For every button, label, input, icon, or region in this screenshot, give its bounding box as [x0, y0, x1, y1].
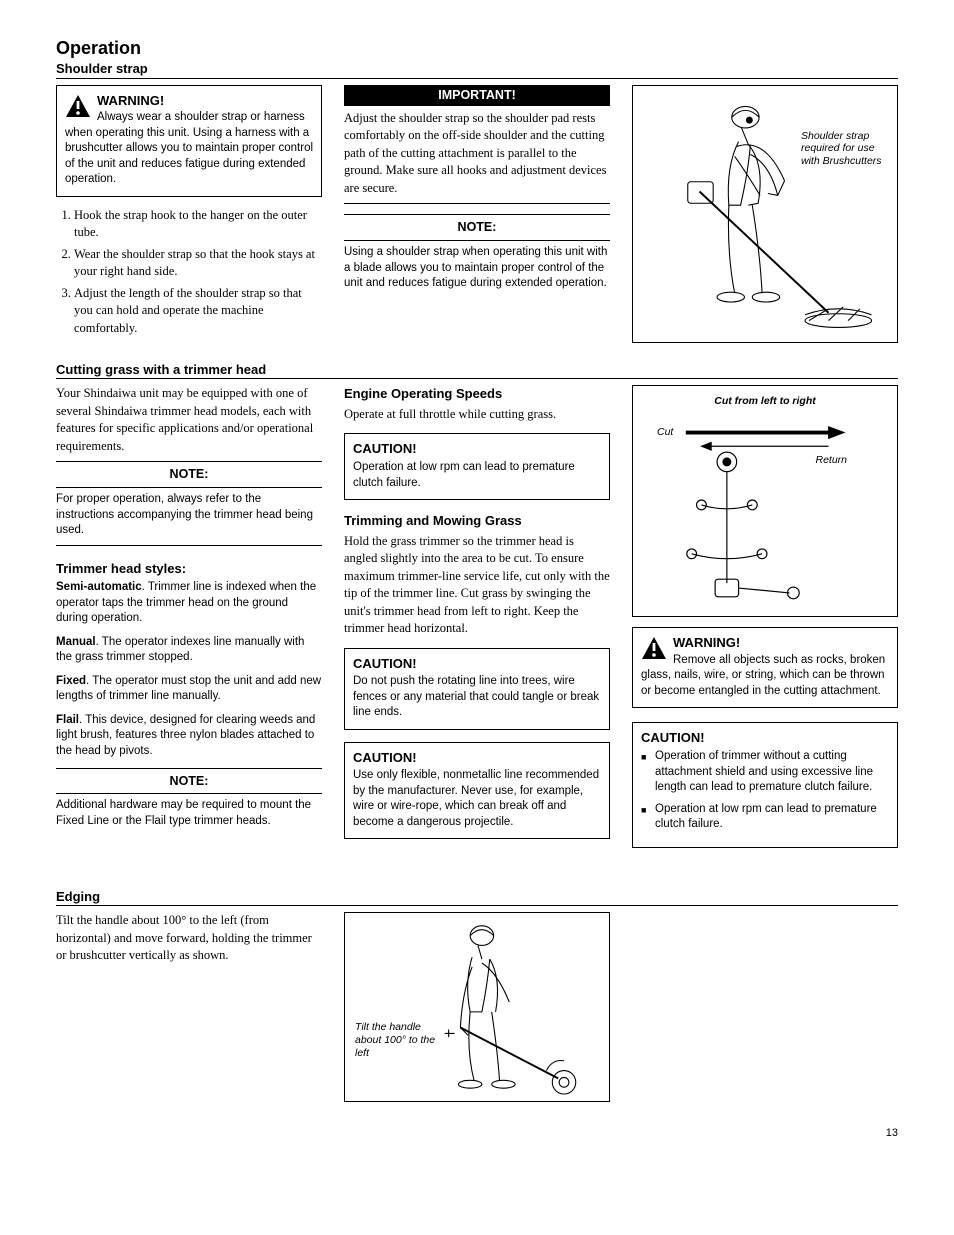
list-item: Operation at low rpm can lead to prematu… — [641, 802, 889, 833]
warning-title: WARNING! — [673, 635, 740, 650]
warning-title: WARNING! — [97, 93, 164, 108]
shoulder-strap-steps: Hook the strap hook to the hanger on the… — [56, 207, 322, 338]
note-body: Using a shoulder strap when operating th… — [344, 245, 610, 292]
figure-caption: Tilt the handle about 100° to the left — [355, 1021, 447, 1059]
warning-body: Remove all objects such as rocks, broken… — [641, 654, 885, 697]
figure-brushcutter-operator: Shoulder strap required for use with Bru… — [632, 85, 898, 343]
caution-title: CAUTION! — [353, 749, 601, 767]
warning-box-remove-objects: WARNING! Remove all objects such as rock… — [632, 627, 898, 708]
caution-body: Operation at low rpm can lead to prematu… — [353, 461, 575, 489]
caution-list: Operation of trimmer without a cutting a… — [641, 749, 889, 833]
note-title: NOTE: — [56, 466, 322, 483]
caution-title: CAUTION! — [641, 729, 889, 747]
trimming-heading: Trimming and Mowing Grass — [344, 512, 610, 530]
edging-illustration — [345, 913, 609, 1101]
caution-body: Do not push the rotating line into trees… — [353, 675, 599, 718]
cutting-intro: Your Shindaiwa unit may be equipped with… — [56, 385, 322, 455]
warning-body: Always wear a shoulder strap or harness … — [65, 111, 313, 185]
style-name: Manual — [56, 636, 96, 648]
cut-direction-illustration — [633, 386, 897, 616]
important-bar: IMPORTANT! — [344, 85, 610, 106]
note-body: Additional hardware may be required to m… — [56, 798, 322, 829]
list-item: Operation of trimmer without a cutting a… — [641, 749, 889, 796]
engine-speeds-body: Operate at full throttle while cutting g… — [344, 406, 610, 424]
list-item: Hook the strap hook to the hanger on the… — [74, 207, 322, 242]
caution-box-flexible-line: CAUTION! Use only flexible, nonmetallic … — [344, 742, 610, 840]
caution-box-trimmer-operation: CAUTION! Operation of trimmer without a … — [632, 722, 898, 847]
caution-title: CAUTION! — [353, 440, 601, 458]
list-item: Adjust the length of the shoulder strap … — [74, 285, 322, 338]
figure-return-label: Return — [815, 454, 847, 467]
figure-cut-direction: Cut from left to right Cut Return — [632, 385, 898, 617]
figure-title: Cut from left to right — [633, 394, 897, 408]
section-edging: Tilt the handle about 100° to the left (… — [56, 912, 898, 1102]
section-cutting-grass-heading: Cutting grass with a trimmer head — [56, 361, 898, 380]
caution-box-low-rpm: CAUTION! Operation at low rpm can lead t… — [344, 433, 610, 500]
caution-title: CAUTION! — [353, 655, 601, 673]
style-name: Flail — [56, 714, 79, 726]
warning-triangle-icon — [641, 636, 667, 660]
brushcutter-operator-illustration — [633, 86, 897, 342]
style-name: Semi-automatic — [56, 581, 142, 593]
figure-edging: Tilt the handle about 100° to the left — [344, 912, 610, 1102]
figure-cut-label: Cut — [657, 426, 673, 439]
style-desc: . The operator must stop the unit and ad… — [56, 675, 321, 703]
style-desc: . This device, designed for clearing wee… — [56, 714, 315, 757]
trimming-body: Hold the grass trimmer so the trimmer he… — [344, 533, 610, 638]
section-edging-heading: Edging — [56, 888, 898, 907]
page-title: Operation — [56, 36, 898, 60]
note-body: For proper operation, always refer to th… — [56, 492, 322, 539]
note-title: NOTE: — [344, 219, 610, 236]
note-title: NOTE: — [56, 773, 322, 790]
section-shoulder-strap: WARNING! Always wear a shoulder strap or… — [56, 85, 898, 343]
section-cutting-grass: Your Shindaiwa unit may be equipped with… — [56, 385, 898, 859]
trimmer-head-styles-heading: Trimmer head styles: — [56, 560, 322, 578]
edging-body: Tilt the handle about 100° to the left (… — [56, 912, 322, 965]
caution-body: Use only flexible, nonmetallic line reco… — [353, 769, 599, 828]
section-shoulder-strap-heading: Shoulder strap — [56, 60, 898, 79]
page-number: 13 — [56, 1126, 898, 1141]
important-body: Adjust the shoulder strap so the shoulde… — [344, 110, 610, 198]
caution-box-rotating-line: CAUTION! Do not push the rotating line i… — [344, 648, 610, 730]
figure-caption: Shoulder strap required for use with Bru… — [801, 130, 887, 168]
style-name: Fixed — [56, 675, 86, 687]
warning-triangle-icon — [65, 94, 91, 118]
engine-speeds-heading: Engine Operating Speeds — [344, 385, 610, 403]
warning-box-shoulder-strap: WARNING! Always wear a shoulder strap or… — [56, 85, 322, 197]
list-item: Wear the shoulder strap so that the hook… — [74, 246, 322, 281]
